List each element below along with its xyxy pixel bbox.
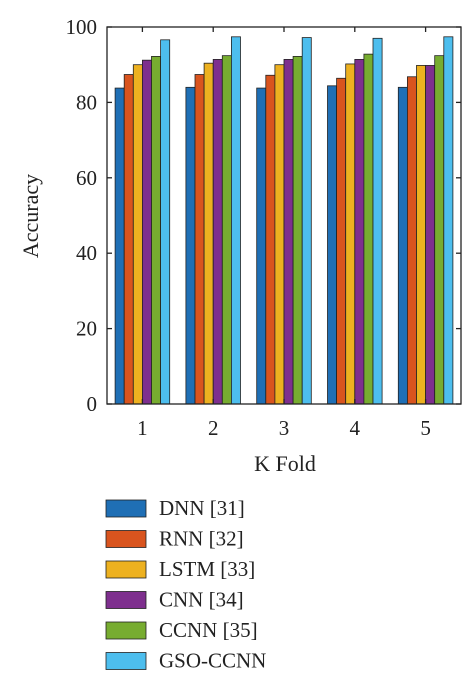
- x-tick-label: 4: [350, 416, 361, 440]
- bar-series-1-fold-4: [327, 85, 338, 405]
- y-tick-label: 20: [76, 317, 97, 341]
- bar-series-3-fold-2: [203, 62, 214, 405]
- bar-series-6-fold-5: [443, 36, 454, 405]
- legend-swatch-6: [105, 652, 147, 670]
- legend-label-1: DNN [31]: [159, 496, 245, 520]
- y-tick-label: 100: [66, 15, 98, 39]
- bar-series-4-fold-3: [283, 59, 294, 405]
- bar-series-4-fold-1: [141, 59, 152, 405]
- plot-area: 0 20 40 60 80 100 1 2 3 4 5: [66, 15, 462, 440]
- y-tick-label: 40: [76, 241, 97, 265]
- bar-series-1-fold-2: [185, 86, 196, 405]
- bar-series-3-fold-1: [132, 64, 143, 405]
- bar-series-2-fold-1: [123, 74, 134, 405]
- bar-series-4-fold-2: [212, 59, 223, 405]
- legend-label-4: CNN [34]: [159, 588, 244, 612]
- y-tick-label: 80: [76, 90, 97, 114]
- bar-series-4-fold-4: [354, 59, 365, 405]
- bar-series-6-fold-2: [230, 36, 241, 405]
- legend-swatch-4: [105, 591, 147, 609]
- bar-series-3-fold-3: [274, 64, 285, 405]
- bar-series-5-fold-3: [292, 56, 303, 405]
- x-tick-label: 3: [279, 416, 290, 440]
- bar-series-5-fold-4: [363, 53, 374, 405]
- y-axis-label: Accuracy: [18, 174, 43, 258]
- legend: DNN [31] RNN [32] LSTM [33] CNN [34] CCNN [3…: [105, 496, 266, 673]
- legend-swatch-3: [105, 560, 147, 579]
- bar-series-1-fold-5: [397, 86, 408, 405]
- bar-series-6-fold-3: [301, 37, 312, 405]
- x-tick-label: 5: [420, 416, 431, 440]
- bar-series-3-fold-5: [416, 65, 427, 405]
- legend-label-2: RNN [32]: [159, 527, 244, 551]
- bar-series-5-fold-5: [434, 55, 445, 405]
- legend-swatch-5: [105, 621, 147, 640]
- bar-series-5-fold-1: [151, 56, 162, 405]
- legend-label-6: GSO-CCNN: [159, 649, 266, 673]
- x-axis-label: K Fold: [254, 451, 316, 476]
- bar-series-5-fold-2: [221, 55, 232, 405]
- legend-label-3: LSTM [33]: [159, 557, 255, 581]
- bar-series-2-fold-5: [406, 76, 417, 405]
- bar-series-1-fold-1: [114, 87, 125, 405]
- legend-swatch-2: [105, 530, 147, 548]
- bar-series-4-fold-5: [425, 65, 436, 405]
- y-tick-label: 0: [87, 392, 98, 416]
- x-tick-label: 1: [137, 416, 148, 440]
- x-tick-label: 2: [208, 416, 219, 440]
- bar-series-2-fold-4: [336, 77, 347, 405]
- bar-series-6-fold-1: [160, 39, 171, 405]
- bar-series-2-fold-2: [194, 74, 205, 405]
- bar-series-1-fold-3: [256, 87, 267, 405]
- legend-label-5: CCNN [35]: [159, 618, 258, 642]
- bar-series-6-fold-4: [372, 37, 383, 405]
- legend-swatch-1: [105, 499, 147, 518]
- bar-series-2-fold-3: [265, 74, 276, 405]
- bar-series-3-fold-4: [345, 63, 356, 405]
- y-tick-label: 60: [76, 166, 97, 190]
